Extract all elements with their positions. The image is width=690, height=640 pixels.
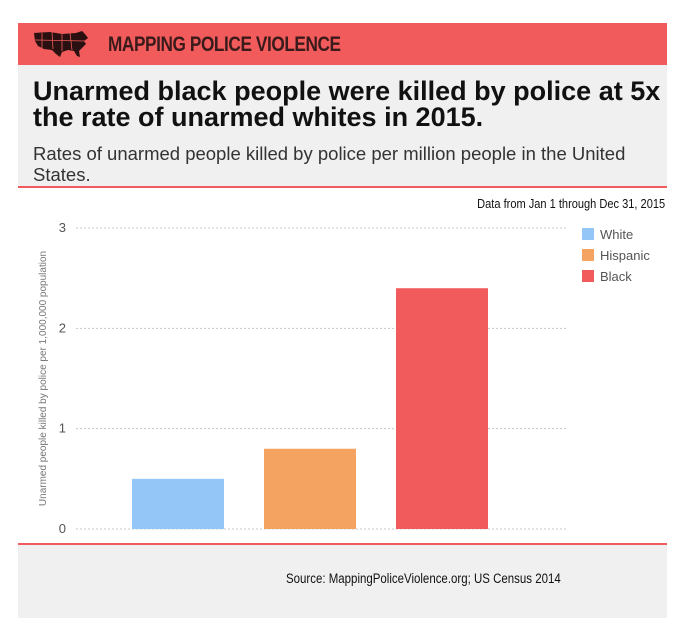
source-note: Source: MappingPoliceViolence.org; US Ce… xyxy=(286,571,561,586)
divider-top xyxy=(18,186,667,188)
y-tick-label: 2 xyxy=(59,320,66,335)
brand-name: MAPPING POLICE VIOLENCE xyxy=(108,33,341,56)
bar-chart: 0 1 2 3 Unarmed people killed by police per … xyxy=(38,220,650,536)
bar-black xyxy=(396,288,488,529)
headline: Unarmed black people were killed by poli… xyxy=(33,76,661,132)
legend-swatch xyxy=(582,270,594,282)
us-map-icon xyxy=(34,31,88,57)
footer-panel: Source: MappingPoliceViolence.org; US Ce… xyxy=(18,545,667,618)
legend-swatch xyxy=(582,228,594,240)
subtitle: Rates of unarmed people killed by police… xyxy=(33,143,626,185)
legend-entry: Black xyxy=(600,269,632,284)
legend-swatch xyxy=(582,249,594,261)
bar-hispanic xyxy=(264,448,356,529)
y-axis-label: Unarmed people killed by police per 1,00… xyxy=(38,251,49,506)
brand-banner: MAPPING POLICE VIOLENCE xyxy=(18,23,667,65)
legend-entry: White xyxy=(600,227,633,242)
bar-white xyxy=(132,478,224,529)
legend-entry: Hispanic xyxy=(600,248,650,263)
y-tick-label: 0 xyxy=(59,521,66,536)
header-panel: Unarmed black people were killed by poli… xyxy=(18,65,667,186)
divider-bottom xyxy=(18,543,667,545)
y-tick-label: 1 xyxy=(59,421,66,436)
date-range: Data from Jan 1 through Dec 31, 2015 xyxy=(477,196,665,211)
y-tick-label: 3 xyxy=(59,220,66,235)
